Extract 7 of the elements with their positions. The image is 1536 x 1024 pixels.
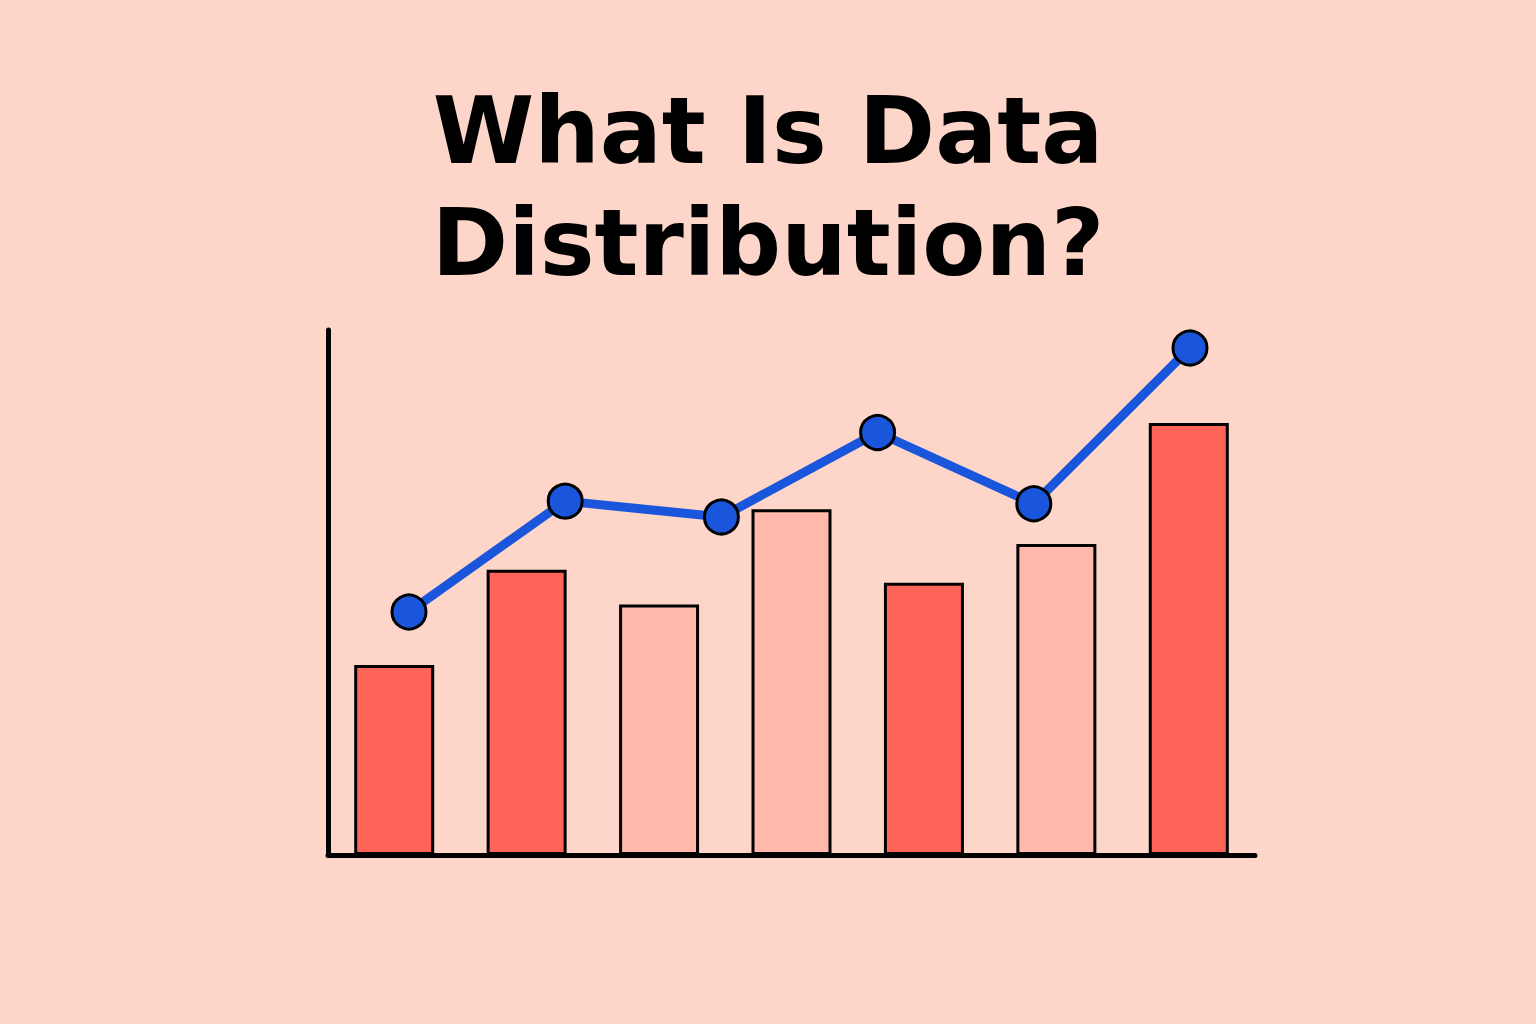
point: [546, 482, 584, 520]
chart-title: What Is Data Distribution?: [431, 77, 1105, 297]
point: [859, 413, 897, 451]
point: [702, 498, 740, 536]
point: [1171, 329, 1209, 367]
point: [390, 593, 428, 631]
point: [1015, 485, 1053, 523]
